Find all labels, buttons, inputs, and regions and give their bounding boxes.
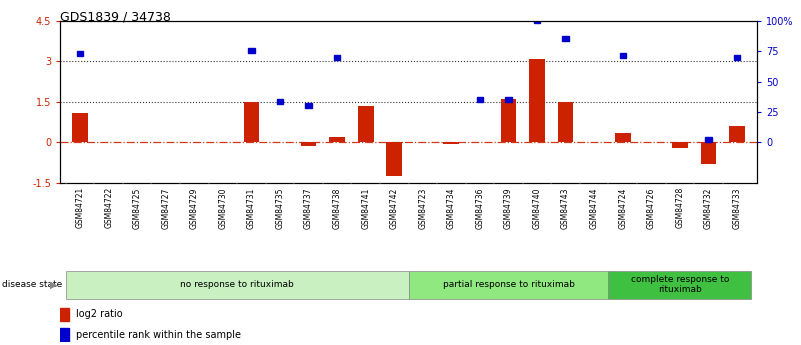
Text: GSM84740: GSM84740 — [533, 187, 541, 229]
Bar — [409, 270, 609, 298]
Bar — [244, 102, 260, 142]
Text: GSM84738: GSM84738 — [332, 187, 341, 228]
Bar — [248, 48, 255, 53]
Text: GSM84723: GSM84723 — [418, 187, 427, 228]
Text: GSM84726: GSM84726 — [646, 187, 656, 228]
Text: GSM84730: GSM84730 — [219, 187, 227, 229]
Bar — [734, 55, 740, 60]
Text: GSM84727: GSM84727 — [161, 187, 171, 228]
Bar — [305, 104, 312, 108]
Text: percentile rank within the sample: percentile rank within the sample — [76, 330, 241, 340]
Bar — [619, 53, 626, 58]
Text: no response to rituximab: no response to rituximab — [180, 280, 294, 289]
Bar — [66, 270, 409, 298]
Text: GDS1839 / 34738: GDS1839 / 34738 — [60, 10, 171, 23]
Text: GSM84722: GSM84722 — [104, 187, 113, 228]
Bar — [277, 99, 283, 104]
Bar — [444, 142, 459, 144]
Text: log2 ratio: log2 ratio — [76, 309, 123, 319]
Text: GSM84734: GSM84734 — [447, 187, 456, 229]
Text: partial response to rituximab: partial response to rituximab — [442, 280, 574, 289]
Bar — [72, 112, 88, 142]
Text: GSM84733: GSM84733 — [732, 187, 742, 229]
Bar — [534, 18, 540, 23]
Bar — [529, 59, 545, 142]
Bar — [60, 308, 69, 321]
Text: GSM84735: GSM84735 — [276, 187, 284, 229]
Text: GSM84744: GSM84744 — [590, 187, 598, 229]
Text: complete response to
rituximab: complete response to rituximab — [630, 275, 729, 294]
Text: GSM84729: GSM84729 — [190, 187, 199, 228]
Bar — [729, 126, 745, 142]
Text: GSM84737: GSM84737 — [304, 187, 313, 229]
Bar — [705, 137, 711, 142]
Text: GSM84736: GSM84736 — [476, 187, 485, 229]
Bar — [358, 106, 373, 142]
Text: GSM84721: GSM84721 — [75, 187, 85, 228]
Text: GSM84741: GSM84741 — [361, 187, 370, 228]
Text: GSM84725: GSM84725 — [133, 187, 142, 228]
Bar — [557, 102, 574, 142]
Text: GSM84742: GSM84742 — [390, 187, 399, 228]
Bar — [701, 142, 716, 164]
Text: GSM84739: GSM84739 — [504, 187, 513, 229]
Bar — [501, 99, 517, 142]
Bar — [505, 97, 512, 101]
Bar — [334, 55, 340, 60]
Bar — [672, 142, 688, 148]
Text: disease state: disease state — [2, 280, 62, 289]
Bar — [562, 36, 569, 41]
Text: GSM84724: GSM84724 — [618, 187, 627, 228]
Text: GSM84732: GSM84732 — [704, 187, 713, 228]
Text: GSM84743: GSM84743 — [561, 187, 570, 229]
Bar — [615, 133, 630, 142]
Text: ▶: ▶ — [50, 280, 58, 289]
Bar — [60, 328, 69, 342]
Text: GSM84728: GSM84728 — [675, 187, 684, 228]
Bar — [386, 142, 402, 176]
Bar — [609, 270, 751, 298]
Text: GSM84731: GSM84731 — [247, 187, 256, 228]
Bar — [300, 142, 316, 146]
Bar — [77, 51, 83, 56]
Bar — [329, 137, 345, 142]
Bar — [477, 97, 483, 101]
